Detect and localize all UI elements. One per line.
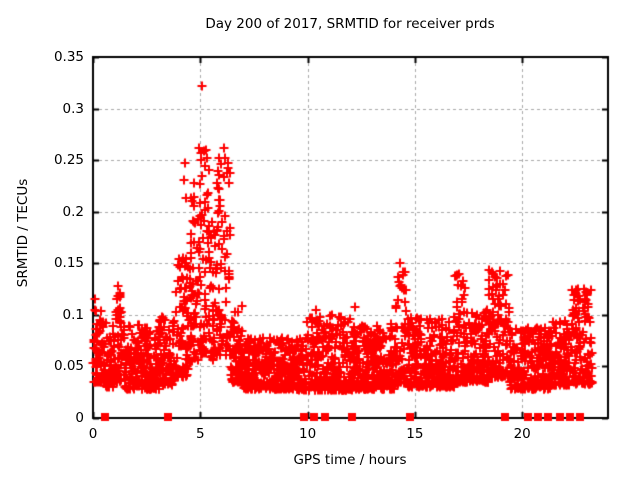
y-tick-label: 0.35 xyxy=(53,49,84,65)
y-tick-label: 0.2 xyxy=(62,203,84,220)
x-tick-label: 15 xyxy=(406,426,424,442)
chart-title: Day 200 of 2017, SRMTID for receiver prd… xyxy=(205,16,495,32)
y-tick-label: 0 xyxy=(75,410,84,426)
x-tick-label: 10 xyxy=(298,426,317,442)
y-tick-label: 0.3 xyxy=(62,100,84,117)
y-axis-label: SRMTID / TECUs xyxy=(15,178,31,288)
x-tick-label: 20 xyxy=(513,426,531,442)
x-tick-label: 5 xyxy=(195,426,205,442)
y-tick-label: 0.1 xyxy=(62,306,84,323)
x-tick-label: 0 xyxy=(88,426,98,442)
y-tick-label: 0.15 xyxy=(53,255,84,272)
y-tick-label: 0.05 xyxy=(53,358,84,375)
x-axis-label: GPS time / hours xyxy=(293,452,407,468)
y-tick-label: 0.25 xyxy=(53,152,84,169)
